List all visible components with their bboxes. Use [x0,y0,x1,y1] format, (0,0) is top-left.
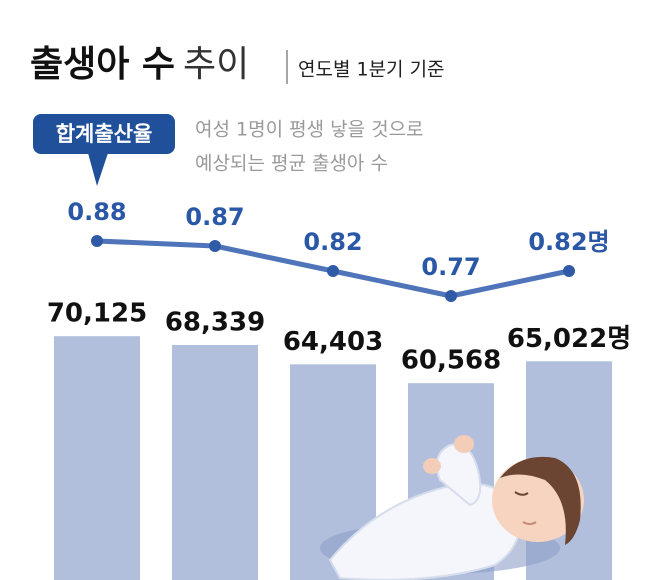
line-value-label: 0.88 [67,198,126,226]
line-value-label: 0.82 [303,228,362,256]
bar-value-label: 64,403 [283,327,383,357]
bar-value-label: 60,568 [401,346,501,376]
bar [54,336,140,580]
legend-description: 예상되는 평균 출생아 수 [195,153,388,175]
line-value-label: 0.87 [185,203,244,231]
subtitle: 연도별 1분기 기준 [298,59,445,81]
title-light: 추이 [183,44,249,85]
legend: 합계출산율 여성 1명이 평생 낳을 것으로 예상되는 평균 출생아 수 [33,114,424,186]
chart-title: 출생아 수 추이 [30,44,249,85]
hand [454,435,474,453]
line-marker [563,265,575,277]
hand [423,458,441,474]
eye [514,491,529,496]
title-main: 출생아 수 [30,44,175,85]
legend-description: 여성 1명이 평생 낳을 것으로 [195,119,424,141]
legend-pointer [88,153,108,186]
line-marker [327,265,339,277]
hair [500,456,581,545]
line-value-label: 0.82명 [528,228,609,256]
bar-value-label: 68,339 [165,307,265,337]
bar [172,344,258,580]
bar-value-label: 65,022명 [507,324,631,354]
line-layer: 0.88 0.87 0.82 0.77 0.82명 [67,198,610,302]
legend-badge [33,114,175,154]
baby-illustration [320,435,584,580]
line-marker [445,290,457,302]
line-value-label: 0.77 [421,253,480,281]
line-marker [91,235,103,247]
line-marker [209,240,221,252]
mouth [522,521,537,525]
bar-value-label: 70,125 [47,299,147,329]
legend-label: 합계출산율 [56,122,153,146]
